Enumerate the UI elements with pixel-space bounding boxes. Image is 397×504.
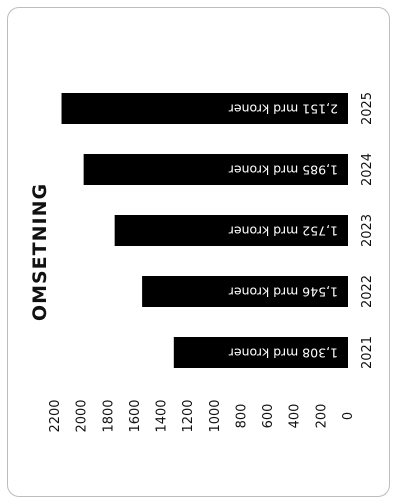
value-tick-label: 2200 (48, 399, 63, 432)
category-label: 2023 (360, 214, 375, 247)
bar-2025 (61, 93, 348, 124)
value-tick-label: 600 (261, 404, 276, 429)
bar-data-label: 1,752 mrd kroner (228, 224, 338, 239)
bar-data-label: 1,308 mrd kroner (228, 346, 338, 361)
value-tick-label: 1200 (181, 399, 196, 432)
chart-title: OMSETNING (29, 183, 51, 321)
bar-data-label: 2,151 mrd kroner (228, 102, 338, 117)
bar-data-label: 1,985 mrd kroner (228, 163, 338, 178)
value-tick-label: 2000 (75, 399, 90, 432)
category-label: 2022 (360, 275, 375, 308)
value-tick-label: 1000 (208, 399, 223, 432)
category-label: 2024 (360, 153, 375, 186)
value-tick-label: 400 (288, 404, 303, 429)
bar-2023 (114, 215, 348, 246)
chart-card (7, 7, 390, 497)
value-tick-label: 1400 (155, 399, 170, 432)
value-tick-label: 1600 (128, 399, 143, 432)
value-tick-label: 1800 (101, 399, 116, 432)
value-tick-label: 200 (314, 404, 329, 429)
category-label: 2025 (360, 92, 375, 125)
value-tick-label: 0 (341, 412, 356, 420)
bar-2021 (173, 337, 348, 368)
bar-2022 (142, 276, 348, 307)
bar-2024 (83, 154, 348, 185)
category-label: 2021 (360, 336, 375, 369)
bar-data-label: 1,546 mrd kroner (228, 285, 338, 300)
value-tick-label: 800 (234, 404, 249, 429)
